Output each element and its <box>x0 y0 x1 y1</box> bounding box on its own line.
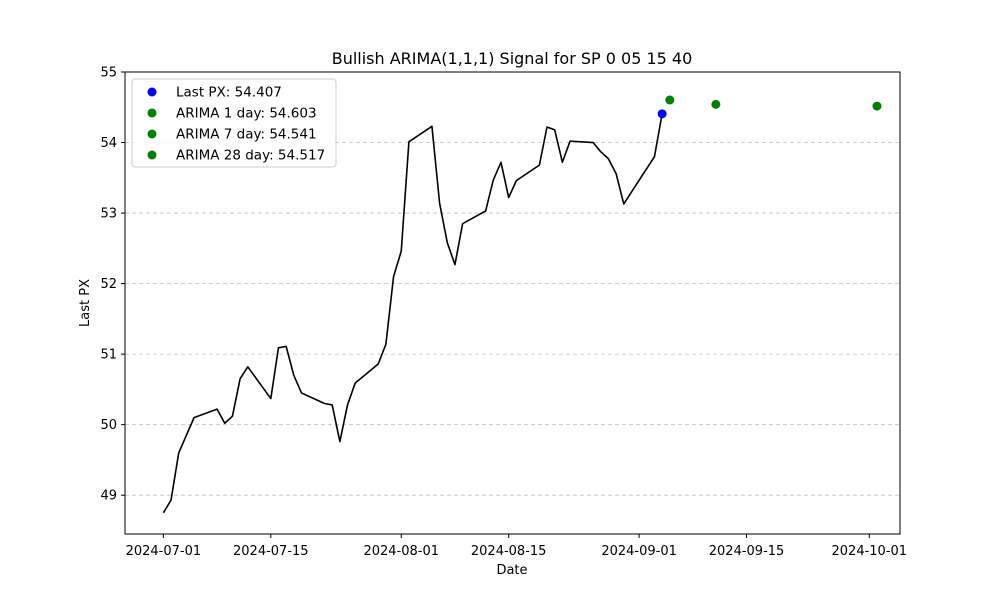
price-line-series <box>162 113 663 514</box>
y-axis-label: Last PX <box>78 279 93 327</box>
legend-marker <box>147 129 157 139</box>
y-tick-label: 51 <box>100 348 117 363</box>
legend-label: ARIMA 28 day: 54.517 <box>176 148 325 164</box>
legend-marker <box>147 87 157 97</box>
y-tick-label: 50 <box>100 418 117 433</box>
x-tick-label: 2024-07-15 <box>233 544 309 559</box>
x-tick-label: 2024-10-01 <box>832 544 908 559</box>
legend-box <box>131 78 337 168</box>
legend-label: ARIMA 7 day: 54.541 <box>176 127 317 143</box>
x-axis-ticks: 2024-07-01 2024-07-15 2024-08-01 2024-08-15… <box>126 534 908 559</box>
grid-lines <box>125 142 900 496</box>
x-tick-label: 2024-08-01 <box>363 544 439 559</box>
legend-label: ARIMA 1 day: 54.603 <box>176 106 317 122</box>
plot-area-frame <box>124 71 901 535</box>
scatter-point-4 <box>872 101 882 111</box>
y-tick-label: 52 <box>100 277 117 292</box>
legend-label: Last PX: 54.407 <box>176 85 282 101</box>
y-tick-label: 53 <box>100 207 117 222</box>
legend-marker <box>147 150 157 160</box>
y-axis-ticks: 49 50 51 52 53 54 55 <box>100 66 125 504</box>
y-tick-label: 49 <box>100 489 117 504</box>
y-tick-label: 55 <box>100 66 117 81</box>
y-tick-label: 54 <box>100 136 117 151</box>
price-line <box>162 113 663 514</box>
scatter-points <box>657 95 882 119</box>
scatter-point-2 <box>665 95 675 105</box>
scatter-point-3 <box>711 99 721 109</box>
x-tick-label: 2024-09-01 <box>601 544 677 559</box>
chart-title: Bullish ARIMA(1,1,1) Signal for SP 0 05 … <box>332 49 693 68</box>
x-tick-label: 2024-09-15 <box>709 544 785 559</box>
scatter-point-1 <box>657 109 667 119</box>
x-tick-label: 2024-08-15 <box>471 544 547 559</box>
x-tick-label: 2024-07-01 <box>126 544 202 559</box>
x-axis-label: Date <box>496 563 527 578</box>
legend-marker <box>147 108 157 118</box>
legend: Last PX: 54.407 ARIMA 1 day: 54.603 ARIMA … <box>131 78 337 168</box>
